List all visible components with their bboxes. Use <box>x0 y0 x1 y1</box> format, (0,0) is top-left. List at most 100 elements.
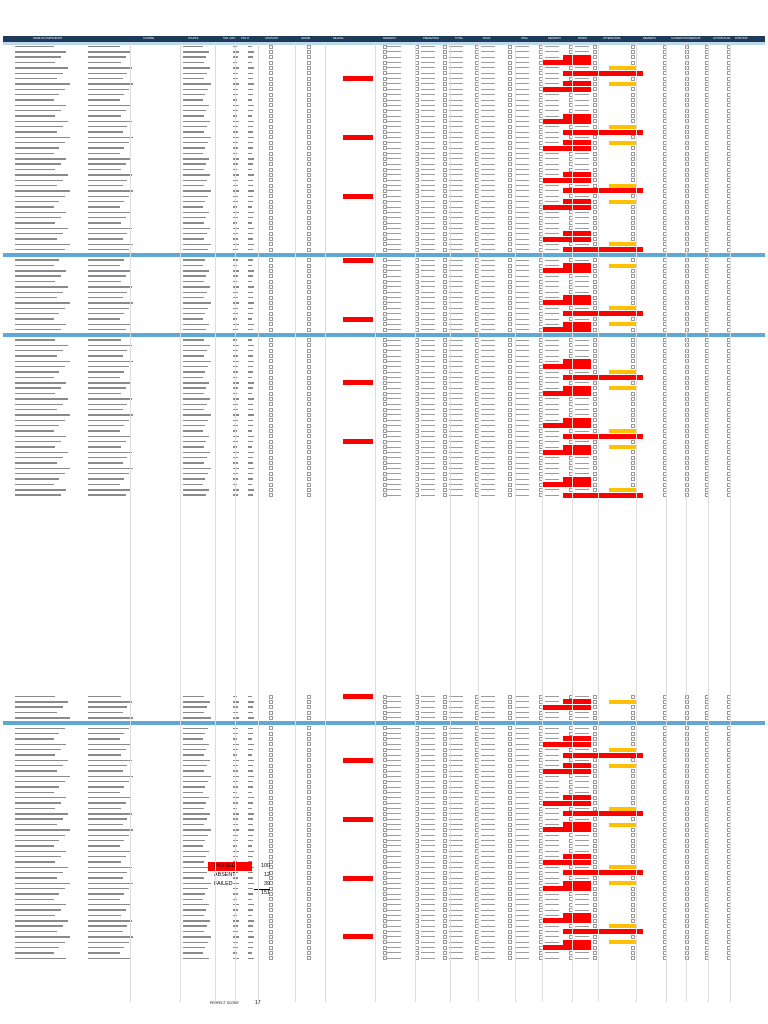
checkbox[interactable] <box>631 742 635 747</box>
checkbox[interactable] <box>307 827 311 832</box>
checkbox[interactable] <box>307 205 311 209</box>
checkbox[interactable] <box>269 140 273 145</box>
checkbox[interactable] <box>269 466 273 471</box>
checkbox[interactable] <box>383 897 387 902</box>
checkbox[interactable] <box>383 167 387 172</box>
checkbox[interactable] <box>269 827 273 832</box>
checkbox[interactable] <box>685 940 689 945</box>
checkbox[interactable] <box>269 833 273 838</box>
checkbox[interactable] <box>631 439 635 444</box>
checkbox[interactable] <box>631 736 635 741</box>
checkbox[interactable] <box>593 843 597 848</box>
checkbox[interactable] <box>383 806 387 811</box>
checkbox[interactable] <box>269 130 273 135</box>
checkbox[interactable] <box>269 44 273 49</box>
checkbox[interactable] <box>508 290 512 295</box>
checkbox[interactable] <box>383 940 387 945</box>
checkbox[interactable] <box>508 801 512 806</box>
checkbox[interactable] <box>383 466 387 471</box>
checkbox[interactable] <box>685 471 689 476</box>
checkbox[interactable] <box>307 731 311 736</box>
checkbox[interactable] <box>685 827 689 832</box>
checkbox[interactable] <box>508 918 512 923</box>
checkbox[interactable] <box>631 348 635 353</box>
checkbox[interactable] <box>269 876 273 881</box>
checkbox[interactable] <box>685 833 689 838</box>
checkbox[interactable] <box>685 396 689 401</box>
checkbox[interactable] <box>269 135 273 140</box>
checkbox[interactable] <box>269 322 273 327</box>
checkbox[interactable] <box>593 258 597 263</box>
checkbox[interactable] <box>593 423 597 428</box>
checkbox[interactable] <box>307 258 311 263</box>
checkbox[interactable] <box>307 98 311 102</box>
checkbox[interactable] <box>508 55 512 60</box>
checkbox[interactable] <box>269 295 273 300</box>
checkbox[interactable] <box>631 290 635 295</box>
checkbox[interactable] <box>307 231 311 236</box>
checkbox[interactable] <box>269 487 273 492</box>
checkbox[interactable] <box>508 876 512 881</box>
checkbox[interactable] <box>685 849 689 854</box>
checkbox[interactable] <box>685 114 689 119</box>
checkbox[interactable] <box>307 913 311 918</box>
checkbox[interactable] <box>685 146 689 151</box>
checkbox[interactable] <box>508 76 512 81</box>
checkbox[interactable] <box>685 418 689 423</box>
checkbox[interactable] <box>593 306 597 311</box>
checkbox[interactable] <box>383 162 387 167</box>
checkbox[interactable] <box>269 434 273 439</box>
checkbox[interactable] <box>383 753 387 757</box>
checkbox[interactable] <box>307 226 311 231</box>
checkbox[interactable] <box>508 774 512 779</box>
checkbox[interactable] <box>508 188 512 193</box>
checkbox[interactable] <box>307 343 311 348</box>
checkbox[interactable] <box>508 311 512 316</box>
checkbox[interactable] <box>383 108 387 113</box>
checkbox[interactable] <box>307 860 311 864</box>
checkbox[interactable] <box>383 934 387 939</box>
checkbox[interactable] <box>593 380 597 385</box>
checkbox[interactable] <box>685 65 689 70</box>
checkbox[interactable] <box>307 188 311 193</box>
checkbox[interactable] <box>685 801 689 806</box>
checkbox[interactable] <box>631 785 635 790</box>
checkbox[interactable] <box>508 391 512 396</box>
checkbox[interactable] <box>593 694 597 699</box>
checkbox[interactable] <box>307 375 311 380</box>
checkbox[interactable] <box>443 429 447 433</box>
checkbox[interactable] <box>443 854 447 859</box>
checkbox[interactable] <box>593 268 597 273</box>
checkbox[interactable] <box>383 55 387 60</box>
checkbox[interactable] <box>685 221 689 226</box>
checkbox[interactable] <box>631 237 635 242</box>
checkbox[interactable] <box>508 811 512 816</box>
checkbox[interactable] <box>685 317 689 321</box>
checkbox[interactable] <box>631 860 635 864</box>
checkbox[interactable] <box>685 466 689 471</box>
checkbox[interactable] <box>269 908 273 913</box>
checkbox[interactable] <box>383 785 387 790</box>
checkbox[interactable] <box>307 801 311 806</box>
checkbox[interactable] <box>443 892 447 897</box>
checkbox[interactable] <box>593 865 597 870</box>
checkbox[interactable] <box>593 854 597 859</box>
checkbox[interactable] <box>269 493 273 498</box>
checkbox[interactable] <box>307 445 311 450</box>
checkbox[interactable] <box>443 135 447 140</box>
checkbox[interactable] <box>508 327 512 332</box>
checkbox[interactable] <box>307 92 311 97</box>
checkbox[interactable] <box>269 817 273 822</box>
checkbox[interactable] <box>269 338 273 343</box>
checkbox[interactable] <box>631 284 635 289</box>
checkbox[interactable] <box>307 950 311 955</box>
checkbox[interactable] <box>269 865 273 870</box>
checkbox[interactable] <box>631 918 635 923</box>
checkbox[interactable] <box>383 860 387 864</box>
checkbox[interactable] <box>307 135 311 140</box>
checkbox[interactable] <box>269 375 273 380</box>
checkbox[interactable] <box>685 886 689 891</box>
checkbox[interactable] <box>685 860 689 864</box>
checkbox[interactable] <box>631 790 635 795</box>
checkbox[interactable] <box>307 199 311 204</box>
